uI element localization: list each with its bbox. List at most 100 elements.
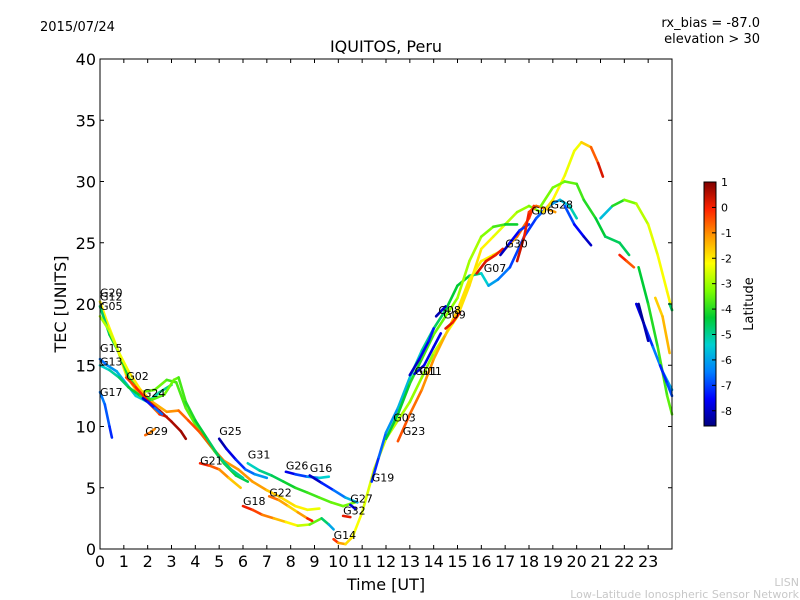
x-tick-label: 21 [590, 552, 610, 571]
y-tick-label: 5 [86, 479, 96, 498]
series-segment [294, 472, 309, 479]
series-segment [351, 510, 364, 539]
series-segment [479, 253, 495, 263]
x-tick-label: 6 [238, 552, 248, 571]
series-segment [468, 247, 483, 287]
series-arc-33 [618, 253, 636, 269]
y-tick-label: 0 [86, 540, 96, 559]
series-segment [603, 235, 621, 245]
satellite-label: G29 [145, 425, 168, 438]
satellite-label: G30 [505, 238, 528, 251]
series-segment [665, 382, 674, 398]
series-segment [456, 278, 471, 312]
series-segment [568, 204, 579, 220]
series-segment [341, 514, 352, 519]
series-segment [408, 357, 421, 377]
series-G25 [217, 437, 269, 480]
series-segment [294, 486, 309, 494]
x-tick-label: 8 [286, 552, 296, 571]
series-segment [206, 437, 221, 459]
series-G24 [141, 396, 164, 416]
series-segment [279, 496, 297, 508]
series-G28 [541, 141, 605, 214]
series-segment [637, 302, 645, 324]
x-tick-label: 13 [400, 552, 420, 571]
series-segment [413, 363, 426, 376]
series-segment [308, 474, 323, 485]
y-tick-label: 40 [76, 50, 96, 69]
series-segment [456, 284, 471, 318]
series-segment [108, 425, 114, 439]
series-arc-38 [658, 363, 674, 398]
series-segment [217, 437, 228, 450]
series-segment [479, 272, 490, 287]
series-segment [198, 461, 211, 468]
series-segment [98, 314, 111, 333]
series-segment [277, 498, 290, 508]
series-segment [306, 517, 314, 523]
series-segment [522, 210, 531, 238]
series-segment [611, 198, 626, 208]
y-tick-label: 10 [76, 418, 96, 437]
series-segment [439, 305, 447, 313]
colorbar-tick-label: -3 [721, 278, 732, 291]
series-segment [580, 141, 593, 149]
series-segment [496, 265, 512, 281]
rx-bias-label: rx_bias = -87.0 [661, 16, 760, 31]
series-segment [244, 468, 257, 476]
series-segment [284, 470, 297, 476]
series-segment [267, 494, 281, 502]
series-segment [646, 223, 660, 257]
series-segment [146, 390, 161, 404]
satellite-label: G11 [419, 365, 442, 378]
satellite-label: G20 [100, 287, 123, 300]
x-tick-label: 18 [519, 552, 539, 571]
satellite-label: G25 [219, 425, 242, 438]
series-segment [253, 472, 269, 480]
series-G32 [341, 514, 352, 519]
series-segment [384, 412, 400, 441]
series-segment [551, 174, 567, 202]
series-G07 [475, 247, 505, 275]
series-segment [622, 198, 638, 205]
series-segment [384, 406, 400, 434]
series-segment [332, 488, 347, 499]
series-segment [396, 412, 412, 443]
series-segment [153, 406, 164, 416]
series-segment [558, 198, 571, 208]
x-tick-label: 20 [566, 552, 586, 571]
series-G16 [308, 474, 359, 504]
x-tick-label: 2 [143, 552, 153, 571]
y-tick-label: 20 [76, 295, 96, 314]
series-segment [105, 363, 118, 373]
series-segment [258, 469, 273, 477]
series-segment [661, 314, 671, 355]
satellite-label: G28 [551, 198, 574, 211]
series-arc-35 [637, 302, 650, 343]
x-tick-label: 22 [614, 552, 634, 571]
series-segment [217, 468, 230, 480]
series-segment [296, 510, 309, 520]
satellite-label: G22 [269, 486, 292, 499]
series-segment [124, 376, 138, 389]
series-segment [658, 363, 669, 385]
series-segment [186, 419, 202, 434]
series-segment [451, 311, 462, 324]
series-segment [148, 427, 157, 434]
satellite-label: G01 [415, 365, 438, 378]
y-axis-label: TEC [UNITS] [51, 256, 70, 354]
series-segment [479, 235, 495, 251]
satellite-label: G18 [243, 495, 266, 508]
satellite-label: G06 [531, 205, 554, 218]
series-G18 [241, 504, 335, 531]
series-layer [98, 141, 674, 546]
series-segment [127, 370, 142, 392]
footer-lisn: LISN [774, 576, 799, 589]
y-tick-label: 25 [76, 234, 96, 253]
series-segment [246, 461, 262, 472]
series-segment [456, 259, 471, 300]
series-segment [551, 180, 567, 189]
satellite-label: G12 [100, 290, 123, 303]
colorbar-tick-label: -5 [721, 329, 732, 342]
